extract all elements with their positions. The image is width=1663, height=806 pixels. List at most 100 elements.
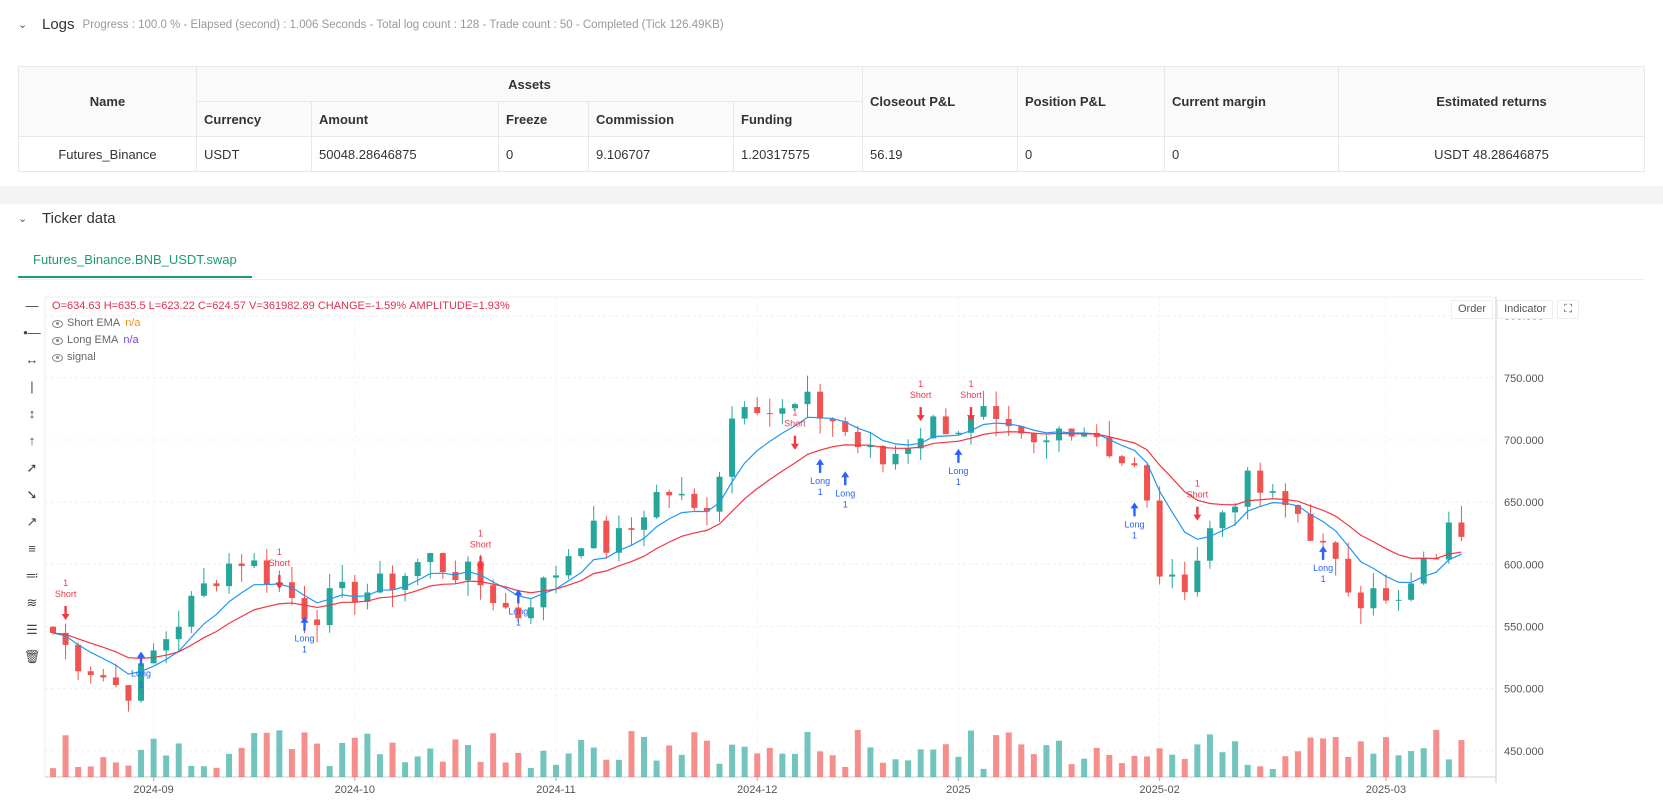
volume-bar xyxy=(829,755,836,777)
volume-bar xyxy=(1118,763,1125,777)
candle-body xyxy=(263,560,270,585)
cell-closeout: 56.19 xyxy=(862,136,1018,172)
volume-bar xyxy=(1081,758,1088,777)
candle-body xyxy=(502,602,509,608)
col-currency: Currency xyxy=(196,101,312,137)
candle-body xyxy=(1408,583,1415,600)
candle-body xyxy=(553,575,560,578)
candlestick-chart[interactable]: 800.000750.000700.000650.000600.000550.0… xyxy=(18,292,1645,802)
candle-body xyxy=(288,582,295,599)
signal-qty: 1 xyxy=(63,578,68,588)
candle-body xyxy=(905,448,912,454)
volume-bar xyxy=(402,762,409,777)
volume-bar xyxy=(967,730,974,777)
short-arrow-icon xyxy=(275,574,284,589)
volume-bar xyxy=(1257,766,1264,777)
volume-bar xyxy=(112,762,119,777)
volume-bar xyxy=(389,742,396,777)
eye-icon[interactable] xyxy=(52,336,63,345)
volume-bar xyxy=(1458,740,1465,777)
volume-bar xyxy=(879,762,886,777)
ticker-header[interactable]: ⌄ Ticker data xyxy=(18,210,116,227)
vertical-line-icon[interactable]: | xyxy=(30,379,34,394)
volume-bar xyxy=(213,767,220,777)
volume-bar xyxy=(553,764,560,777)
signal-label: Short xyxy=(784,419,806,429)
candle-body xyxy=(477,561,484,586)
volume-bar xyxy=(678,754,685,777)
volume-bar xyxy=(1194,744,1201,777)
ohlc-high: H=635.5 xyxy=(103,300,146,312)
measure-icon[interactable]: ☰ xyxy=(26,621,38,637)
candle-body xyxy=(112,677,119,686)
signal-qty: 1 xyxy=(956,477,961,487)
y-tick-label: 500.000 xyxy=(1504,684,1544,696)
volume-bar xyxy=(414,756,421,777)
volume-bar xyxy=(339,742,346,777)
legend-long-ema[interactable]: Long EMA n/a xyxy=(52,332,510,349)
vertical-ray-icon[interactable]: ↑ xyxy=(28,433,36,448)
trend-line-icon[interactable]: ➚ xyxy=(26,459,38,475)
volume-bar xyxy=(867,747,874,777)
volume-bar xyxy=(1382,737,1389,777)
volume-bar xyxy=(226,753,233,777)
x-tick-label: 2024-12 xyxy=(737,784,777,796)
price-channel-icon[interactable]: ≡ xyxy=(28,541,36,556)
volume-bar xyxy=(502,762,509,777)
col-funding: Funding xyxy=(733,101,863,137)
parallel-channel-icon[interactable]: ≕ xyxy=(25,567,39,583)
signal-label: Long xyxy=(131,669,151,679)
volume-bar xyxy=(75,766,82,777)
volume-bar xyxy=(653,760,660,777)
fullscreen-icon[interactable]: ⛶ xyxy=(1557,300,1579,319)
volume-bar xyxy=(1018,744,1025,777)
ohlc-close: C=624.57 xyxy=(197,300,246,312)
candle-body xyxy=(75,644,82,672)
volume-bar xyxy=(125,765,132,777)
horizontal-ray-icon[interactable]: •— xyxy=(23,325,41,340)
candle-body xyxy=(527,607,534,619)
candle-body xyxy=(414,562,421,577)
signal-qty: 1 xyxy=(843,499,848,509)
y-tick-label: 700.000 xyxy=(1504,435,1544,447)
short-ema-line xyxy=(52,416,1462,675)
chevron-down-icon[interactable]: ⌄ xyxy=(18,212,28,225)
indicator-button[interactable]: Indicator xyxy=(1497,300,1554,319)
volume-bar xyxy=(565,753,572,777)
volume-bar xyxy=(754,753,761,777)
horizontal-segment-icon[interactable]: ↔ xyxy=(25,352,39,367)
order-button[interactable]: Order xyxy=(1450,300,1494,319)
volume-bar xyxy=(854,729,861,777)
tab-divider xyxy=(18,279,1645,280)
segment-line-icon[interactable]: ↗ xyxy=(26,513,38,529)
eye-icon[interactable] xyxy=(52,319,63,328)
col-freeze: Freeze xyxy=(498,101,589,137)
eye-icon[interactable] xyxy=(52,353,63,362)
legend-short-ema[interactable]: Short EMA n/a xyxy=(52,315,510,332)
volume-bar xyxy=(691,732,698,777)
candle-body xyxy=(364,592,371,602)
signal-label: Long xyxy=(810,476,830,486)
legend-signal[interactable]: signal xyxy=(52,349,510,366)
horizontal-line-icon[interactable]: — xyxy=(25,298,39,313)
signal-label: Short xyxy=(55,589,77,599)
signal-qty: 1 xyxy=(478,528,483,538)
candle-body xyxy=(1118,456,1125,464)
fib-icon[interactable]: ≋ xyxy=(26,594,38,610)
candle-body xyxy=(439,553,446,573)
chevron-down-icon[interactable]: ⌄ xyxy=(18,18,28,31)
vertical-segment-icon[interactable]: ↕ xyxy=(28,406,36,421)
tab-bnb-usdt-swap[interactable]: Futures_Binance.BNB_USDT.swap xyxy=(18,242,252,278)
cell-returns: USDT 48.28646875 xyxy=(1338,136,1645,172)
signal-label: Short xyxy=(1187,490,1209,500)
logs-header[interactable]: ⌄ Logs Progress : 100.0 % - Elapsed (sec… xyxy=(18,16,724,33)
candle-body xyxy=(50,626,56,633)
trash-icon[interactable]: 🗑 xyxy=(23,648,41,664)
signal-label: Long xyxy=(508,606,528,616)
chart-area[interactable]: 800.000750.000700.000650.000600.000550.0… xyxy=(18,292,1645,802)
ray-line-icon[interactable]: ➘ xyxy=(26,486,38,502)
candle-body xyxy=(540,577,547,608)
signal-qty: 1 xyxy=(1321,574,1326,584)
x-tick-label: 2025 xyxy=(946,784,970,796)
signal-qty: 1 xyxy=(818,487,823,497)
